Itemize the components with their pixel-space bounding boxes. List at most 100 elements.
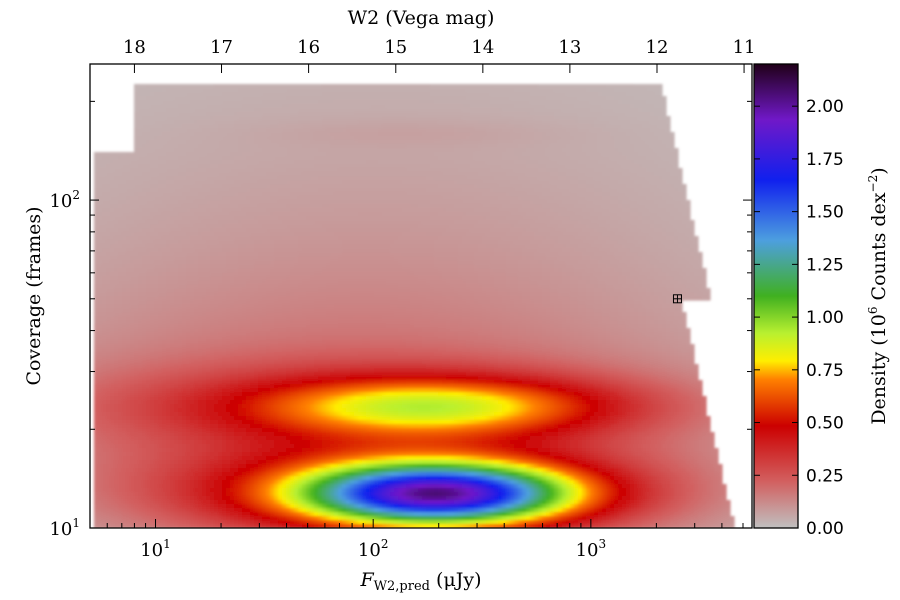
heat-cell (518, 116, 523, 121)
heat-cell (158, 148, 163, 153)
heat-cell (138, 100, 143, 105)
heat-cell (358, 104, 363, 109)
heat-cell (622, 164, 627, 169)
heat-cell (446, 136, 451, 141)
heat-cell (622, 84, 627, 89)
heat-cell (102, 208, 107, 213)
heat-cell (658, 104, 663, 109)
heat-cell (170, 196, 175, 201)
heat-cell (150, 192, 155, 197)
heat-cell (470, 84, 475, 89)
heat-cell (370, 196, 375, 201)
heat-cell (238, 132, 243, 137)
heat-cell (578, 116, 583, 121)
heat-cell (490, 192, 495, 197)
heat-cell (486, 184, 491, 189)
heat-cell (274, 168, 279, 173)
heat-cell (202, 188, 207, 193)
heat-cell (418, 200, 423, 205)
heat-cell (230, 108, 235, 113)
heat-cell (346, 104, 351, 109)
heat-cell (366, 216, 371, 221)
heat-cell (278, 180, 283, 185)
heat-cell (134, 212, 139, 217)
heat-cell (274, 112, 279, 117)
heat-cell (438, 168, 443, 173)
heat-cell (314, 96, 319, 101)
heat-cell (666, 220, 671, 225)
heat-cell (654, 176, 659, 181)
heat-cell (610, 188, 615, 193)
heat-cell (442, 128, 447, 133)
heat-cell (622, 176, 627, 181)
heat-cell (350, 132, 355, 137)
heat-cell (270, 156, 275, 161)
heat-cell (378, 204, 383, 209)
heat-cell (278, 116, 283, 121)
heat-cell (354, 176, 359, 181)
heat-cell (182, 140, 187, 145)
heat-cell (158, 124, 163, 129)
heat-cell (230, 144, 235, 149)
heat-cell (518, 188, 523, 193)
heat-cell (358, 144, 363, 149)
heat-cell (290, 104, 295, 109)
heat-cell (330, 220, 335, 225)
heat-cell (102, 204, 107, 209)
heat-cell (646, 132, 651, 137)
heat-cell (222, 200, 227, 205)
heat-cell (598, 176, 603, 181)
heat-cell (182, 192, 187, 197)
heat-cell (510, 88, 515, 93)
heat-cell (362, 132, 367, 137)
heat-cell (654, 180, 659, 185)
heat-cell (238, 120, 243, 125)
heat-cell (174, 120, 179, 125)
heat-cell (226, 196, 231, 201)
heat-cell (366, 168, 371, 173)
heat-cell (206, 224, 211, 229)
heat-cell (306, 196, 311, 201)
heat-cell (654, 148, 659, 153)
heat-cell (490, 180, 495, 185)
heat-cell (186, 208, 191, 213)
heat-cell (582, 216, 587, 221)
heat-cell (514, 192, 519, 197)
heat-cell (198, 128, 203, 133)
heat-cell (178, 88, 183, 93)
heat-cell (246, 184, 251, 189)
heat-cell (254, 124, 259, 129)
heat-cell (658, 208, 663, 213)
heat-cell (594, 92, 599, 97)
heat-cell (146, 108, 151, 113)
heat-cell (586, 140, 591, 145)
heat-cell (462, 220, 467, 225)
heat-cell (470, 184, 475, 189)
heat-cell (434, 148, 439, 153)
heat-cell (158, 108, 163, 113)
heat-cell (362, 88, 367, 93)
heat-cell (322, 192, 327, 197)
heat-cell (382, 84, 387, 89)
heat-cell (270, 188, 275, 193)
heat-cell (386, 208, 391, 213)
heat-cell (246, 216, 251, 221)
heat-cell (238, 100, 243, 105)
heat-cell (394, 144, 399, 149)
heat-cell (322, 92, 327, 97)
heat-cell (474, 192, 479, 197)
heat-cell (546, 92, 551, 97)
heat-cell (198, 92, 203, 97)
heat-cell (526, 172, 531, 177)
heat-cell (590, 116, 595, 121)
heat-cell (170, 184, 175, 189)
heat-cell (486, 112, 491, 117)
heat-cell (414, 220, 419, 225)
heat-cell (270, 152, 275, 157)
heat-cell (314, 224, 319, 229)
heat-cell (382, 176, 387, 181)
heat-cell (350, 88, 355, 93)
heat-cell (238, 192, 243, 197)
heat-cell (210, 224, 215, 229)
heat-cell (422, 100, 427, 105)
